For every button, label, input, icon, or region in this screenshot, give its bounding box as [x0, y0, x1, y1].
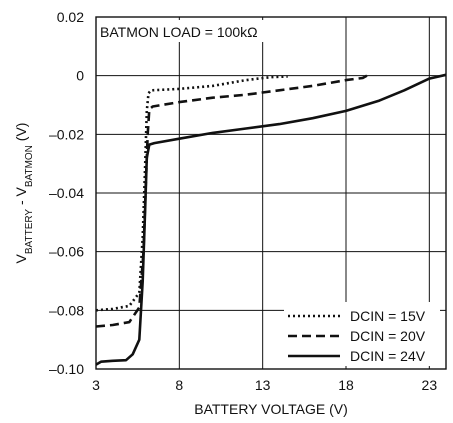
y-tick-label: 0.02: [57, 9, 84, 25]
y-tick-label: –0.08: [49, 302, 84, 318]
grid: [96, 17, 446, 369]
y-tick-label: –0.04: [49, 185, 84, 201]
legend: DCIN = 15V DCIN = 20V DCIN = 24V: [284, 302, 440, 366]
x-tick-label: 3: [92, 377, 100, 393]
plot-frame: [95, 16, 447, 370]
y-axis-label-suffix: (V): [13, 123, 29, 146]
y-axis-label-prefix: V: [13, 253, 29, 263]
legend-label-1: DCIN = 15V: [350, 308, 426, 324]
y-axis-label-sub1: BATTERY: [24, 209, 35, 255]
legend-label-3: DCIN = 24V: [350, 348, 426, 364]
annotation-background: [97, 20, 290, 42]
x-tick-label: 18: [338, 377, 354, 393]
legend-label-2: DCIN = 20V: [350, 328, 426, 344]
y-axis-label: VBATTERY - VBATMON (V): [13, 123, 35, 264]
series-line-3: [95, 73, 447, 366]
x-tick-label: 8: [175, 377, 183, 393]
series-line-1: [95, 75, 288, 312]
y-tick-label: –0.06: [49, 244, 84, 260]
y-tick-label: –0.02: [49, 126, 84, 142]
y-axis-label-sub2: BATMON: [24, 145, 35, 187]
x-tick-label: 23: [422, 377, 438, 393]
x-tick-label: 13: [255, 377, 271, 393]
x-tick-labels: 3 8 13 18 23: [92, 377, 437, 393]
y-tick-labels: 0.02 0 –0.02 –0.04 –0.06 –0.08 –0.10: [49, 9, 84, 377]
load-annotation: BATMON LOAD = 100kΩ: [100, 24, 258, 40]
series-line-2: [95, 72, 372, 328]
y-tick-label: 0: [76, 68, 84, 84]
x-axis-label: BATTERY VOLTAGE (V): [194, 401, 348, 417]
series-layer: [95, 72, 447, 366]
y-axis-label-middle: - V: [13, 186, 29, 208]
y-tick-label: –0.10: [49, 361, 84, 377]
